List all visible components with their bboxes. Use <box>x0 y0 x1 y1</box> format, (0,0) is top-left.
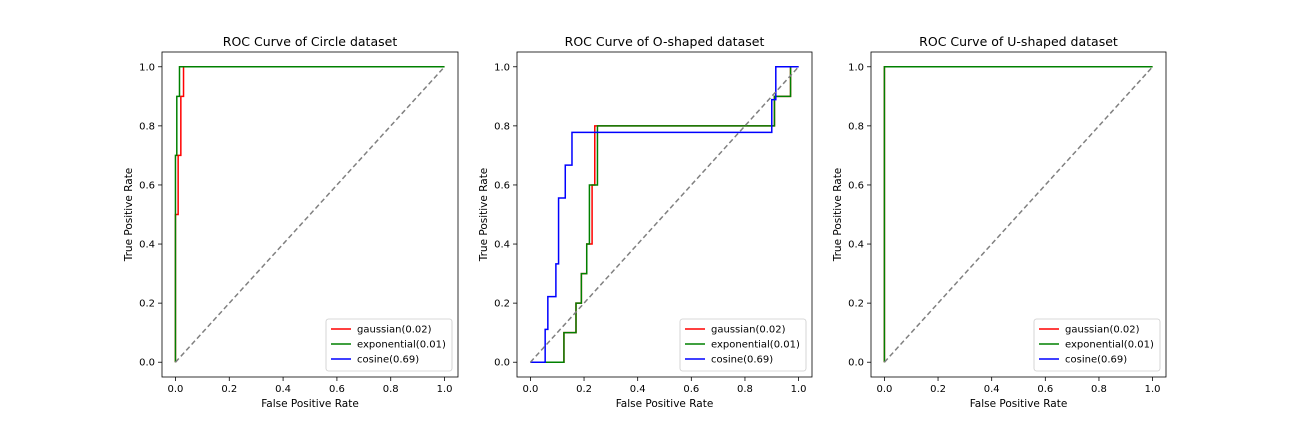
y-tick-label: 0.6 <box>139 180 155 191</box>
chart-panel-0: ROC Curve of Circle dataset 0.0 0.2 0.4 0.6 0… <box>123 34 459 410</box>
x-axis-label: False Positive Rate <box>970 398 1068 410</box>
series-line-1 <box>174 66 445 363</box>
y-tick-label: 0.2 <box>848 299 864 310</box>
y-tick-label: 0.2 <box>494 299 510 310</box>
legend: gaussian(0.02) exponential(0.01) cosine(0.… <box>1033 318 1161 372</box>
legend-label: cosine(0.69) <box>711 355 773 366</box>
legend-label: exponential(0.01) <box>357 340 446 351</box>
y-tick-label: 0.2 <box>139 299 155 310</box>
series-line-0 <box>174 66 445 363</box>
axes-frame <box>870 51 1167 378</box>
series-line-2 <box>530 66 799 363</box>
chart-title: ROC Curve of O-shaped dataset <box>565 34 765 49</box>
chart-panel-2: ROC Curve of U-shaped dataset 0.0 0.2 0.4 0.… <box>832 34 1167 410</box>
y-tick-label: 0.8 <box>848 121 864 132</box>
x-axis-label: False Positive Rate <box>616 398 714 410</box>
x-tick-label: 0.6 <box>1037 384 1053 395</box>
chart-panel-1: ROC Curve of O-shaped dataset 0.0 0.2 0.4 0.… <box>478 34 813 410</box>
x-tick-label: 1.0 <box>1145 384 1161 395</box>
y-tick-label: 0.8 <box>494 121 510 132</box>
y-tick-label: 0.0 <box>139 358 155 369</box>
x-tick-label: 0.4 <box>984 384 1000 395</box>
legend-label: gaussian(0.02) <box>1065 325 1140 336</box>
y-axis-label: True Positive Rate <box>478 168 490 263</box>
legend-box <box>1033 318 1161 372</box>
x-tick-label: 1.0 <box>437 384 453 395</box>
legend: gaussian(0.02) exponential(0.01) cosine(0.… <box>679 318 807 372</box>
y-tick-label: 1.0 <box>848 62 864 73</box>
x-tick-label: 0.8 <box>383 384 399 395</box>
axes-frame <box>161 51 459 378</box>
y-tick-label: 0.4 <box>848 240 864 251</box>
series-line-1 <box>530 66 799 363</box>
y-tick-label: 0.4 <box>139 240 155 251</box>
x-tick-label: 0.4 <box>630 384 646 395</box>
y-tick-label: 0.6 <box>848 180 864 191</box>
reference-diagonal <box>529 66 800 363</box>
y-tick-label: 0.4 <box>494 240 510 251</box>
legend-label: cosine(0.69) <box>1065 355 1127 366</box>
x-tick-label: 0.6 <box>683 384 699 395</box>
legend-label: exponential(0.01) <box>711 340 800 351</box>
reference-diagonal <box>883 66 1154 363</box>
x-tick-label: 0.8 <box>737 384 753 395</box>
chart-title: ROC Curve of Circle dataset <box>223 34 398 49</box>
legend-label: exponential(0.01) <box>1065 340 1154 351</box>
plot-area <box>883 66 1154 363</box>
x-tick-label: 0.2 <box>576 384 592 395</box>
y-tick-label: 1.0 <box>494 62 510 73</box>
reference-diagonal <box>174 66 446 363</box>
legend-label: cosine(0.69) <box>357 355 419 366</box>
y-axis-label: True Positive Rate <box>123 168 135 263</box>
x-tick-label: 0.0 <box>876 384 892 395</box>
legend-label: gaussian(0.02) <box>357 325 432 336</box>
legend-label: gaussian(0.02) <box>711 325 786 336</box>
chart-title: ROC Curve of U-shaped dataset <box>919 34 1118 49</box>
x-tick-label: 0.2 <box>221 384 237 395</box>
plot-area <box>529 66 800 363</box>
x-axis-label: False Positive Rate <box>261 398 359 410</box>
x-tick-label: 1.0 <box>791 384 807 395</box>
x-tick-label: 0.4 <box>275 384 291 395</box>
x-tick-label: 0.2 <box>930 384 946 395</box>
y-tick-label: 0.0 <box>848 358 864 369</box>
y-tick-label: 1.0 <box>139 62 155 73</box>
axes-frame <box>516 51 813 378</box>
plot-area <box>174 66 446 363</box>
y-tick-label: 0.6 <box>494 180 510 191</box>
series-line-1 <box>883 66 1153 363</box>
x-tick-label: 0.0 <box>522 384 538 395</box>
legend-box <box>325 318 453 372</box>
y-tick-label: 0.0 <box>494 358 510 369</box>
x-tick-label: 0.8 <box>1091 384 1107 395</box>
y-axis-label: True Positive Rate <box>832 168 844 263</box>
x-tick-label: 0.6 <box>329 384 345 395</box>
x-tick-label: 0.0 <box>168 384 184 395</box>
legend: gaussian(0.02) exponential(0.01) cosine(0.… <box>325 318 453 372</box>
y-tick-label: 0.8 <box>139 121 155 132</box>
legend-box <box>679 318 807 372</box>
